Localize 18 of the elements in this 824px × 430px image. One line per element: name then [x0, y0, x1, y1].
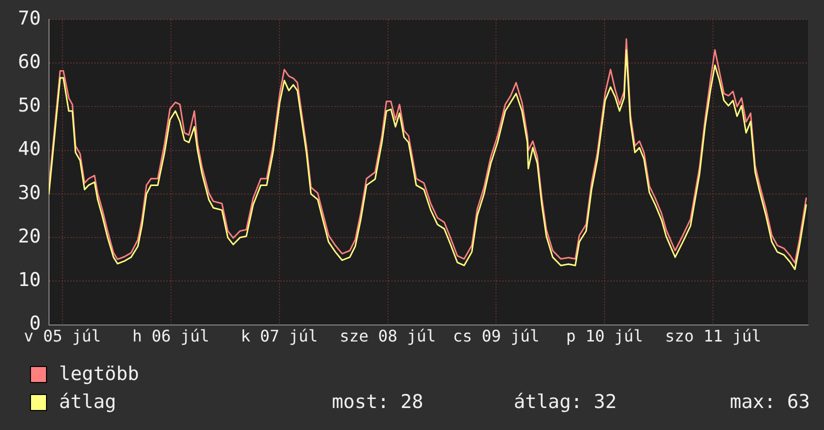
- x-tick-label: p 10 júl: [566, 326, 644, 346]
- legend-label: legtöbb: [59, 363, 140, 385]
- y-tick-label: 30: [18, 182, 41, 204]
- x-tick-label: k 07 júl: [240, 326, 318, 346]
- x-tick-label: cs 09 júl: [452, 326, 540, 346]
- y-tick-label: 20: [18, 225, 41, 248]
- legend-label: átlag: [59, 391, 116, 413]
- y-tick-label: 10: [18, 269, 41, 292]
- x-tick-label: szo 11 júl: [664, 326, 762, 346]
- x-tick-label: h 06 júl: [132, 326, 210, 346]
- y-tick-label: 40: [18, 138, 41, 160]
- text: most: 28: [330, 391, 424, 413]
- y-tick-label: 60: [18, 50, 41, 73]
- x-tick-label: sze 08 júl: [340, 326, 436, 346]
- y-tick-label: 70: [18, 7, 41, 30]
- text: max: 63: [728, 391, 810, 413]
- text: átlag: 32: [512, 391, 617, 413]
- y-tick-label: 50: [18, 94, 41, 117]
